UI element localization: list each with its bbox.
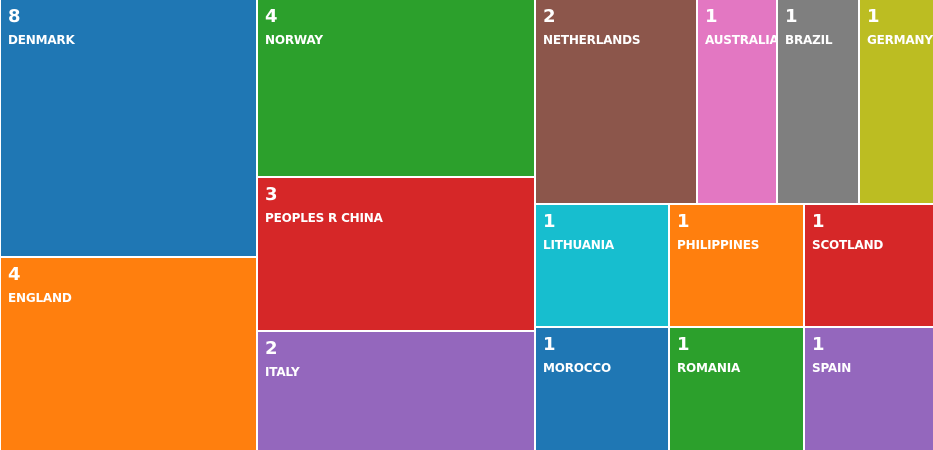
tile-italy[interactable]: 2 ITALY (258, 332, 534, 450)
tile-spain[interactable]: 1 SPAIN (805, 328, 933, 450)
tile-label: PEOPLES R CHINA (265, 211, 383, 225)
tile-value: 3 (265, 184, 278, 205)
tile-value: 1 (543, 211, 556, 232)
tile-australia[interactable]: 1 AUSTRALIA (698, 0, 776, 203)
tile-label: ROMANIA (677, 361, 741, 375)
tile-value: 1 (867, 6, 880, 27)
tile-label: SCOTLAND (812, 238, 884, 252)
tile-value: 8 (8, 6, 21, 27)
tile-philippines[interactable]: 1 PHILIPPINES (670, 205, 803, 326)
tile-germany[interactable]: 1 GERMANY (860, 0, 933, 203)
tile-value: 1 (812, 334, 825, 355)
tile-value: 2 (543, 6, 556, 27)
tile-label: PHILIPPINES (677, 238, 760, 252)
tile-label: LITHUANIA (543, 238, 614, 252)
tile-label: NORWAY (265, 33, 323, 47)
tile-value: 1 (677, 211, 690, 232)
tile-value: 1 (677, 334, 690, 355)
tile-peoples-r-china[interactable]: 3 PEOPLES R CHINA (258, 178, 534, 330)
tile-value: 1 (543, 334, 556, 355)
tile-value: 1 (785, 6, 798, 27)
tile-netherlands[interactable]: 2 NETHERLANDS (536, 0, 696, 203)
tile-morocco[interactable]: 1 MOROCCO (536, 328, 668, 450)
tile-scotland[interactable]: 1 SCOTLAND (805, 205, 933, 326)
tile-denmark[interactable]: 8 DENMARK (1, 0, 256, 256)
tile-value: 2 (265, 338, 278, 359)
tile-label: DENMARK (8, 33, 75, 47)
tile-label: GERMANY (867, 33, 933, 47)
tile-label: ITALY (265, 365, 300, 379)
tile-lithuania[interactable]: 1 LITHUANIA (536, 205, 668, 326)
tile-label: NETHERLANDS (543, 33, 641, 47)
tile-label: SPAIN (812, 361, 852, 375)
tile-label: BRAZIL (785, 33, 833, 47)
tile-england[interactable]: 4 ENGLAND (1, 258, 256, 450)
tile-label: ENGLAND (8, 291, 72, 305)
tile-romania[interactable]: 1 ROMANIA (670, 328, 803, 450)
tile-label: MOROCCO (543, 361, 611, 375)
tile-value: 1 (705, 6, 718, 27)
tile-value: 1 (812, 211, 825, 232)
tile-label: AUSTRALIA (705, 33, 776, 47)
tile-value: 4 (265, 6, 278, 27)
tile-value: 4 (8, 264, 21, 285)
tile-norway[interactable]: 4 NORWAY (258, 0, 534, 176)
tile-brazil[interactable]: 1 BRAZIL (778, 0, 858, 203)
